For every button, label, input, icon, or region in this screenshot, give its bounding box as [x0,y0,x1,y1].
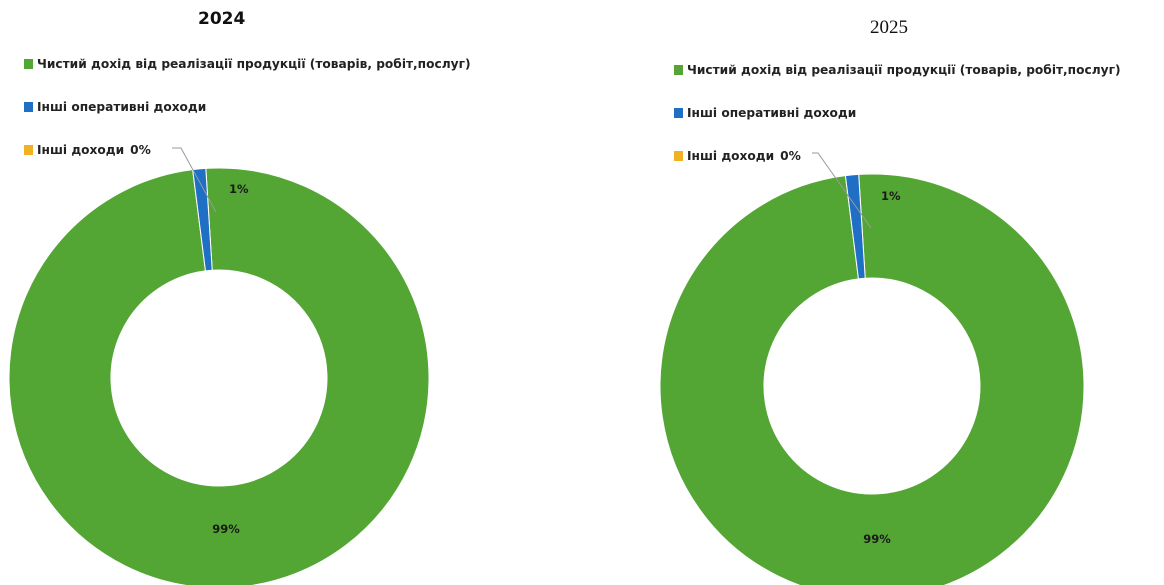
legend-item-other-income: Інші доходи 0% [24,142,471,157]
legend-swatch [24,101,33,112]
data-label-other-operating: 1% [229,182,249,196]
data-label-other-income: 0% [130,142,151,157]
leader-line [812,152,872,229]
legend-label: Інші доходи [37,142,125,157]
data-label-other-income: 0% [780,148,801,163]
legend-label: Чистий дохід від реалізації продукції (т… [37,56,471,71]
donut-chart-2025: 99% 1% [659,152,1085,585]
legend-swatch [24,58,33,69]
legend-item-net-income: Чистий дохід від реалізації продукції (т… [674,62,1121,77]
legend-item-other-income: Інші доходи 0% [674,148,1121,163]
legend-swatch [674,64,683,75]
legend-label: Інші оперативні доходи [687,105,857,120]
legend-label: Інші доходи [687,148,775,163]
slice-other-operating [844,173,866,280]
data-label-net-income: 99% [863,532,891,546]
legend-item-other-operating: Інші оперативні доходи [674,105,1121,120]
legend-label: Інші оперативні доходи [37,99,207,114]
leader-line [172,147,217,213]
legend: Чистий дохід від реалізації продукції (т… [24,56,471,185]
legend-item-net-income: Чистий дохід від реалізації продукції (т… [24,56,471,71]
legend-label: Чистий дохід від реалізації продукції (т… [687,62,1121,77]
legend-swatch [674,107,683,118]
donut-chart-2024: 99% 1% [8,147,430,585]
legend-swatch [24,144,33,155]
legend: Чистий дохід від реалізації продукції (т… [674,62,1121,191]
chart-title: 2024 [198,9,246,29]
data-label-other-operating: 1% [881,189,901,203]
legend-item-other-operating: Інші оперативні доходи [24,99,471,114]
slice-net-income [659,173,1085,585]
slice-other-operating [192,167,213,272]
chart-2025: 99% 1% 2025 Чистий дохід від реалізації п… [582,0,1164,585]
data-label-net-income: 99% [212,522,240,536]
legend-swatch [674,150,683,161]
slice-net-income [8,167,430,585]
chart-2024: 99% 1% 2024 Чистий дохід від реалізації п… [8,9,471,585]
chart-title: 2025 [870,17,908,38]
